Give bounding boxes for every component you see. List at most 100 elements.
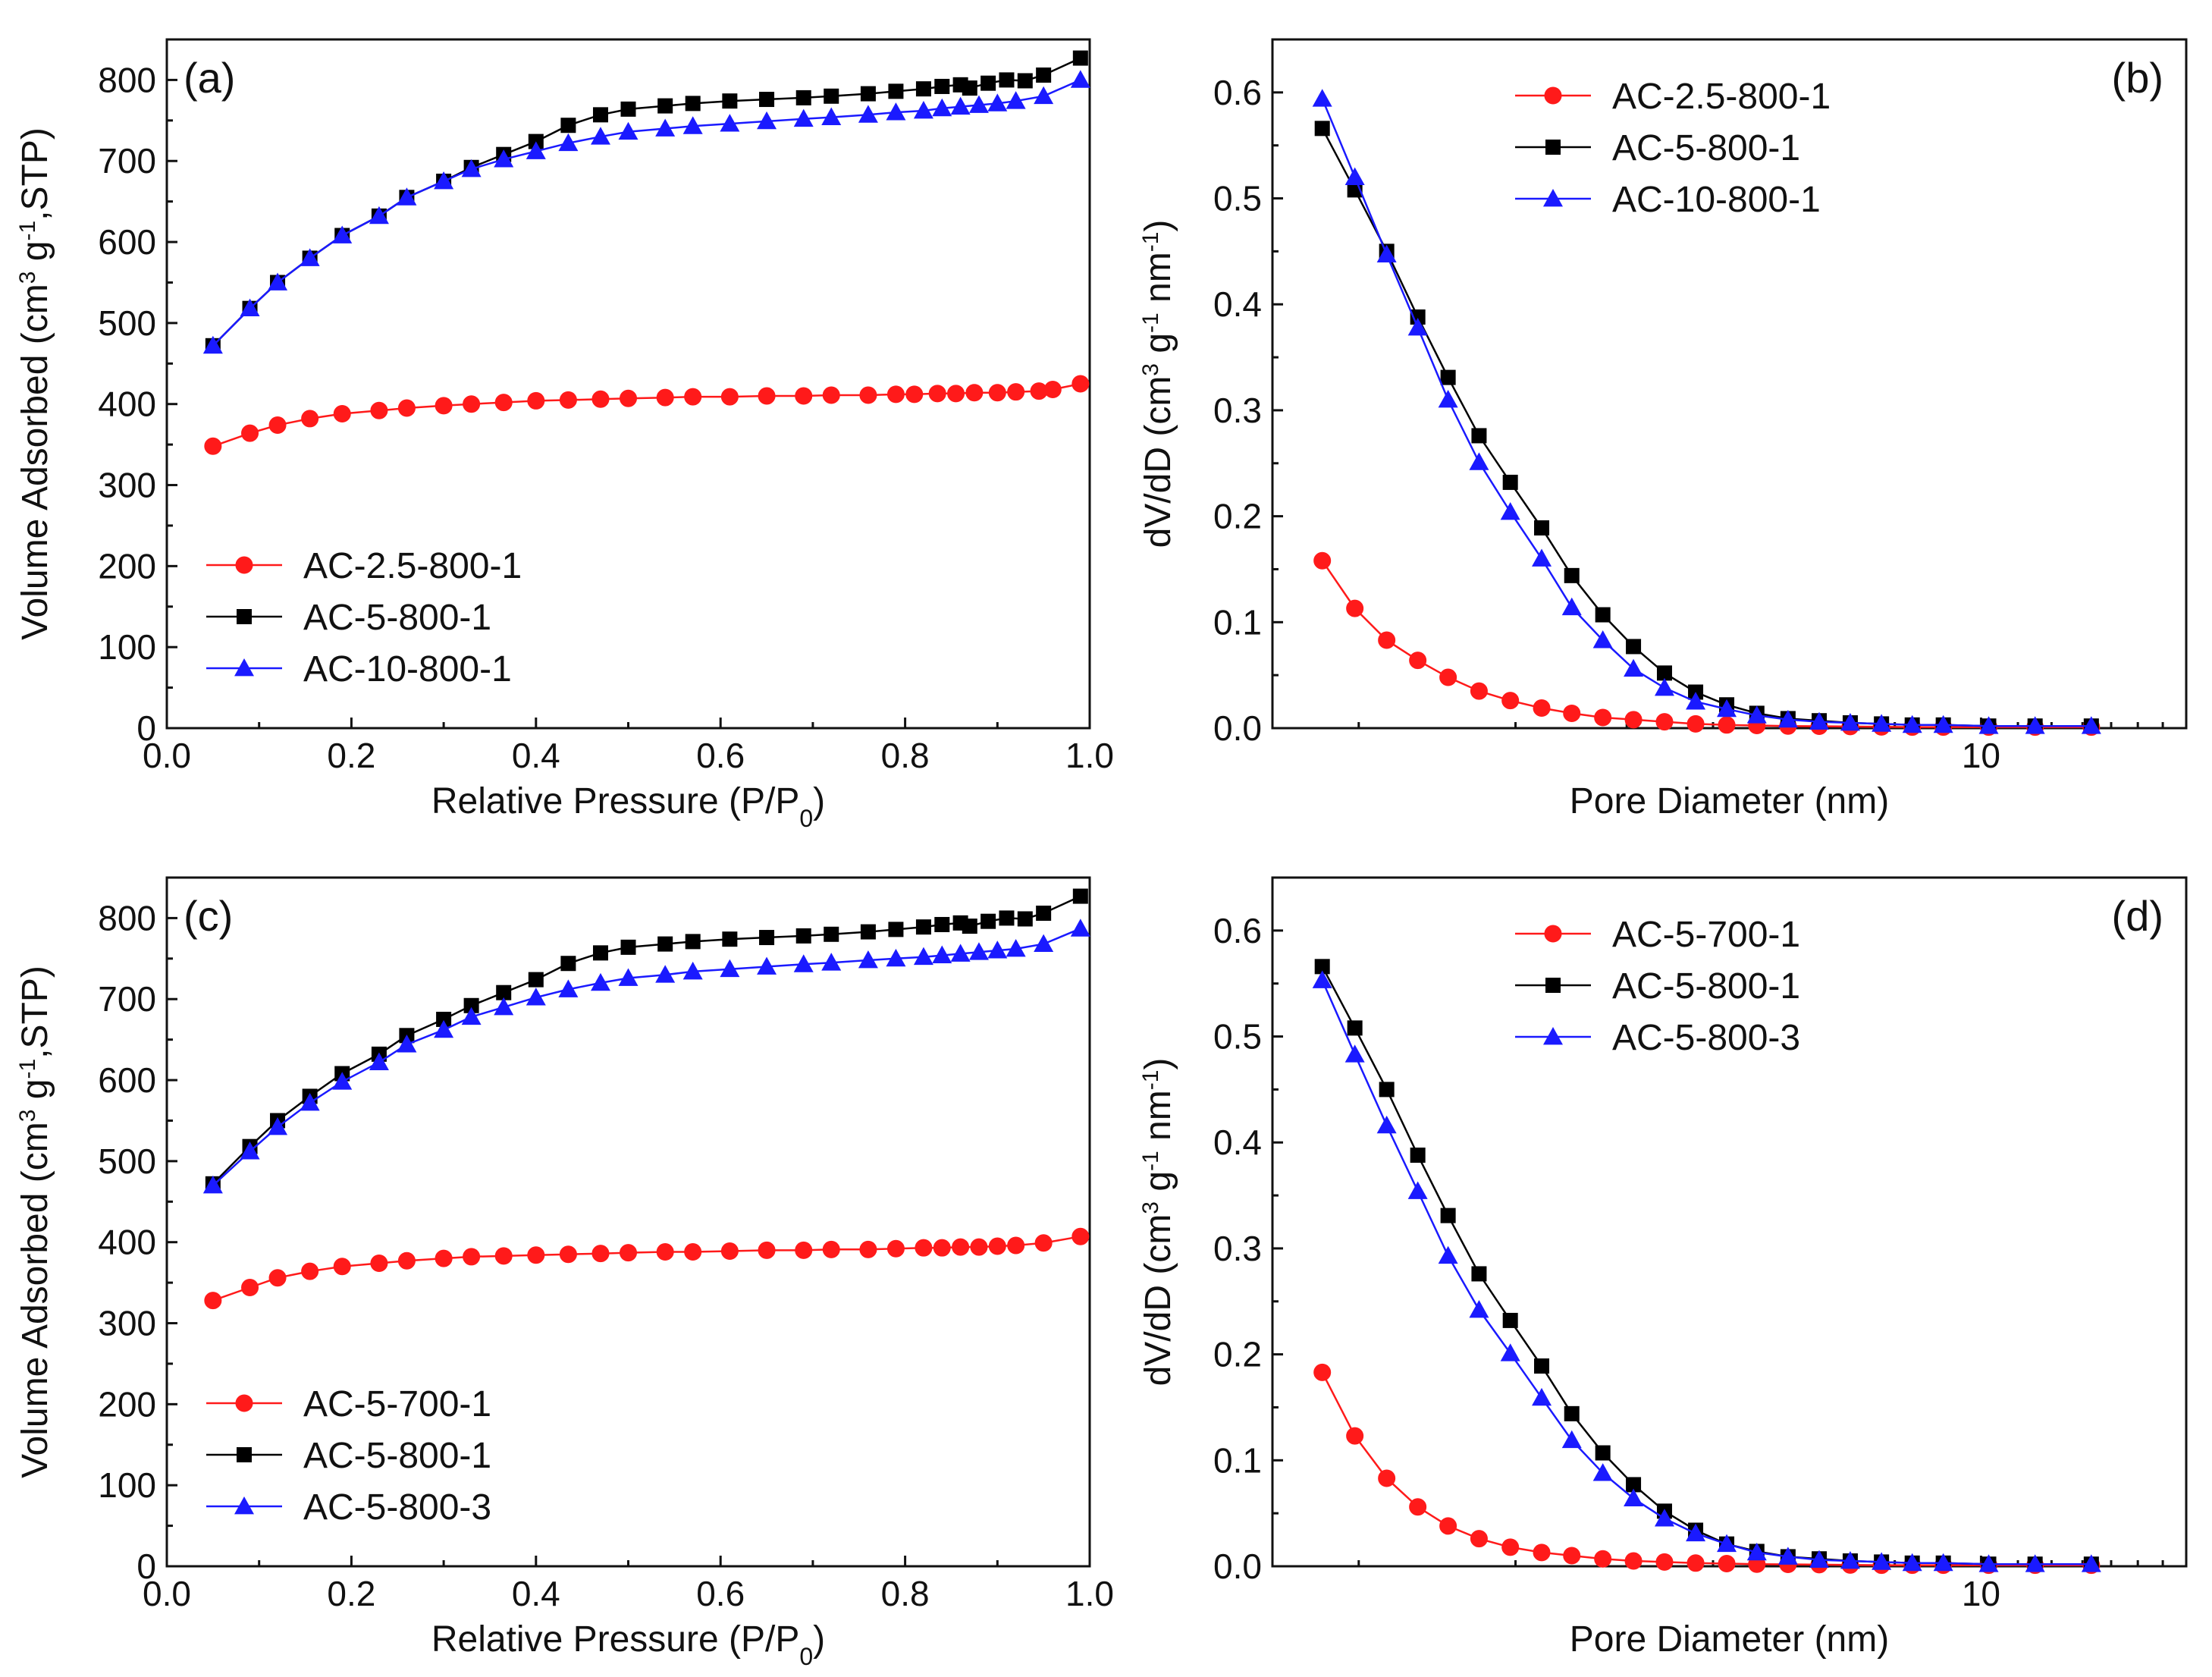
chart-b-series-2: [1312, 89, 2101, 734]
chart-d-series-2-point: [1376, 1115, 1397, 1134]
chart-b-series-2-point: [1469, 452, 1489, 470]
chart-a-series-2-point: [461, 159, 482, 177]
chart-a-series-0-point: [591, 390, 610, 408]
chart-a-series-0-point: [656, 388, 674, 407]
chart-d-series-0-point: [1378, 1469, 1396, 1487]
chart-a-series-0-point: [859, 386, 877, 404]
chart-c-ytick-label: 400: [98, 1223, 156, 1262]
chart-c-panel-label: (c): [184, 892, 233, 940]
chart-a-series-2-point: [821, 107, 842, 125]
chart-c-legend-marker: [234, 1496, 254, 1515]
chart-c-svg: 0 100 200 300 400 500 600 700 800 0.0 0.2 0.4 0.6 0.8…: [15, 876, 1114, 1670]
chart-b-series-0-point: [1378, 631, 1396, 649]
chart-b-series-1-point: [1440, 369, 1456, 385]
chart-a-series-1-point: [657, 98, 673, 114]
chart-a-series-2-line: [212, 79, 1081, 347]
chart-c-series-1-point: [1072, 888, 1088, 904]
chart-c-series-2-point: [968, 942, 989, 960]
chart-d-series-1-point: [1410, 1147, 1426, 1163]
chart-c-series-2: [202, 919, 1090, 1194]
chart-c-legend-label: AC-5-800-1: [303, 1436, 491, 1476]
chart-c-series-0-point: [435, 1249, 453, 1267]
chart-d-legend-label: AC-5-800-1: [1612, 966, 1800, 1007]
chart-c-ytick-label: 100: [98, 1465, 156, 1505]
chart-d-series-2: [1312, 970, 2101, 1572]
chart-c-series-1-point: [620, 939, 636, 955]
chart-b-series-2-point: [1840, 713, 1860, 731]
chart-c-series-0-point: [822, 1240, 840, 1258]
chart-c-series-1-point: [999, 910, 1015, 926]
chart-a-series-0-point: [720, 388, 739, 406]
chart-c-xtick-label: 0.0: [143, 1574, 191, 1613]
chart-c-series-2-point: [202, 1175, 223, 1194]
chart-a-legend-marker: [235, 556, 253, 574]
chart-b-series-2-point: [1532, 548, 1552, 567]
chart-c-series-0-point: [559, 1245, 577, 1264]
chart-c-series-1-point: [496, 985, 512, 1000]
chart-a-series-2-point: [655, 118, 676, 137]
chart-a-series-1-point: [915, 81, 931, 97]
chart-d-series-0-point: [1409, 1498, 1427, 1516]
chart-b-series-2-point: [1624, 658, 1644, 677]
chart-b-ytick-label: 0.3: [1213, 391, 1262, 430]
chart-a-series-1-point: [685, 96, 701, 111]
chart-d-xlabel: Pore Diameter (nm): [1570, 1619, 1889, 1660]
chart-c-series-0-point: [859, 1240, 877, 1258]
chart-c-series-0-point: [527, 1246, 545, 1264]
chart-c-series-1-point: [888, 922, 904, 937]
chart-a-series-0-point: [988, 384, 1006, 402]
chart-c-series-2-point: [655, 965, 676, 983]
chart-d-series-2-point: [1532, 1387, 1552, 1406]
chart-panel-b: 0.0 0.1 0.2 0.3 0.4 0.5 0.6 10 Pore Diameter (nm…: [1106, 0, 2212, 838]
chart-a-series-2-point: [618, 121, 638, 140]
chart-a-ylabel: Volume Adsorbed (cm3 g-1,STP): [15, 127, 56, 640]
chart-b-series-2-point: [2025, 716, 2045, 734]
chart-d-ytick-label: 0.2: [1213, 1335, 1262, 1374]
chart-a-series-0-point: [795, 387, 813, 405]
chart-a-series-1: [205, 50, 1088, 353]
chart-d-series-2-point: [2025, 1554, 2045, 1572]
chart-c-series-2-point: [369, 1052, 389, 1070]
chart-d-series-2-point: [1840, 1551, 1860, 1569]
chart-a-ytick-label: 800: [98, 60, 156, 99]
chart-c-series-2-point: [682, 961, 703, 980]
chart-d-svg: 0.0 0.1 0.2 0.3 0.4 0.5 0.6 10 Pore Diameter (nm…: [1138, 876, 2188, 1660]
chart-c-series-2-point: [1006, 939, 1026, 957]
chart-c-series-2-point: [268, 1117, 288, 1135]
chart-a-svg: 0 100 200 300 400 500 600 700 800 0.0 0.2 0.4 0.6 0.8…: [15, 38, 1114, 832]
chart-b-series-1-point: [1595, 607, 1611, 623]
chart-c-ytick-label: 200: [98, 1384, 156, 1424]
chart-a-series-0-point: [965, 384, 984, 402]
chart-d-series-0: [1313, 1363, 2101, 1575]
chart-c-series-1-point: [860, 924, 876, 940]
chart-c-series-2-point: [950, 944, 971, 962]
chart-d-ytick-label: 0.4: [1213, 1123, 1262, 1162]
chart-d-series-0-point: [1501, 1538, 1520, 1556]
chart-c-series-1-point: [824, 926, 839, 942]
chart-a-series-1-point: [824, 88, 839, 104]
chart-b-series-2-point: [1500, 502, 1520, 520]
chart-b-xlabel: Pore Diameter (nm): [1570, 781, 1889, 821]
chart-b-series-2-point: [1978, 716, 1999, 734]
chart-c-series-0-point: [494, 1247, 513, 1265]
chart-c-series-1-point: [592, 945, 608, 961]
chart-a-series-2-point: [332, 225, 353, 243]
chart-b-series-1-point: [1656, 665, 1672, 681]
chart-c-series-1-point: [934, 916, 950, 932]
chart-c-series-0-point: [333, 1258, 351, 1276]
chart-c-xtick-label: 0.8: [881, 1574, 930, 1613]
chart-a-ytick-label: 100: [98, 627, 156, 667]
chart-a-ytick-label: 500: [98, 303, 156, 343]
chart-d-series-2-point: [1592, 1463, 1613, 1481]
chart-a-series-2-point: [793, 108, 814, 127]
chart-d-series-0-point: [1718, 1555, 1736, 1573]
chart-a-ytick-label: 200: [98, 546, 156, 586]
chart-b-series-0-point: [1563, 704, 1581, 722]
chart-d-series-1-point: [1471, 1266, 1487, 1282]
chart-a-series-0-point: [333, 405, 351, 423]
chart-a-series-0-point: [684, 388, 702, 406]
chart-c-series-0-point: [952, 1238, 970, 1256]
chart-a-series-0-point: [822, 386, 840, 404]
chart-d-series-2-point: [1624, 1488, 1644, 1506]
chart-d-legend-marker: [1543, 1027, 1563, 1045]
